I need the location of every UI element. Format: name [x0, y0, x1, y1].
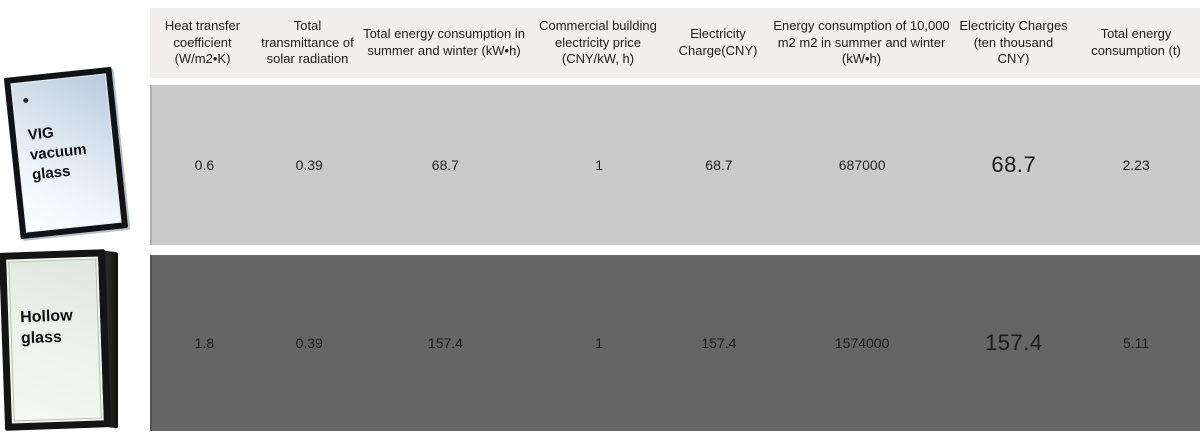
header-cell-energy-10000m2: Energy consumption of 10,000 m2 m2 in su… — [773, 18, 950, 67]
header-cell-transmittance: Total transmittance of solar radiation — [261, 18, 354, 67]
data-cell: 68.7 — [431, 157, 460, 173]
header-cell-total-energy: Total energy consumption in summer and w… — [363, 26, 525, 58]
vig-glass-image: VIG vacuum glass — [3, 66, 129, 240]
header-cell-electricity-charge: Electricity Charge(CNY) — [678, 26, 758, 58]
data-cell: 687000 — [838, 157, 886, 173]
data-cell: 1 — [595, 157, 604, 173]
data-cell-emphasized: 68.7 — [991, 152, 1037, 177]
vacuum-port-dot — [23, 97, 29, 104]
comparison-table: Heat transfer coefficient (W/m2•K) Total… — [150, 0, 1200, 431]
data-cell: 5.11 — [1123, 335, 1150, 351]
hollow-glass-label: Hollow glass — [19, 307, 73, 348]
glass-images-column: VIG vacuum glass Hollow glass — [0, 0, 150, 438]
data-cell: 0.39 — [295, 157, 323, 173]
table-header-row: Heat transfer coefficient (W/m2•K) Total… — [150, 8, 1200, 78]
data-cell: 1.8 — [194, 335, 215, 351]
data-cell: 2.23 — [1122, 157, 1150, 173]
table-row-hollow-glass: 1.8 0.39 157.4 1 157.4 1574000 157.4 5.1… — [150, 255, 1200, 431]
header-cell-electricity-price: Commercial building electricity price (C… — [539, 18, 657, 67]
header-cell-total-energy-t: Total energy consumption (t) — [1091, 26, 1181, 58]
hollow-glass-front-pane: Hollow glass — [0, 249, 112, 431]
vig-glass-label: VIG vacuum glass — [27, 124, 88, 184]
data-cell-emphasized: 157.4 — [985, 330, 1043, 355]
header-cell-electricity-charges-10k: Electricity Charges (ten thousand CNY) — [959, 18, 1068, 67]
data-cell: 0.39 — [295, 335, 323, 351]
data-cell: 1 — [595, 335, 604, 351]
data-cell: 157.4 — [701, 335, 737, 351]
table-row-vig-vacuum-glass: 0.6 0.39 68.7 1 68.7 687000 68.7 2.23 — [150, 85, 1200, 245]
data-cell: 0.6 — [194, 157, 215, 173]
data-cell: 68.7 — [705, 157, 733, 173]
data-cell: 157.4 — [427, 335, 463, 351]
hollow-glass-image: Hollow glass — [0, 249, 128, 435]
header-cell-heat-transfer: Heat transfer coefficient (W/m2•K) — [164, 18, 241, 67]
data-cell: 1574000 — [834, 335, 890, 351]
